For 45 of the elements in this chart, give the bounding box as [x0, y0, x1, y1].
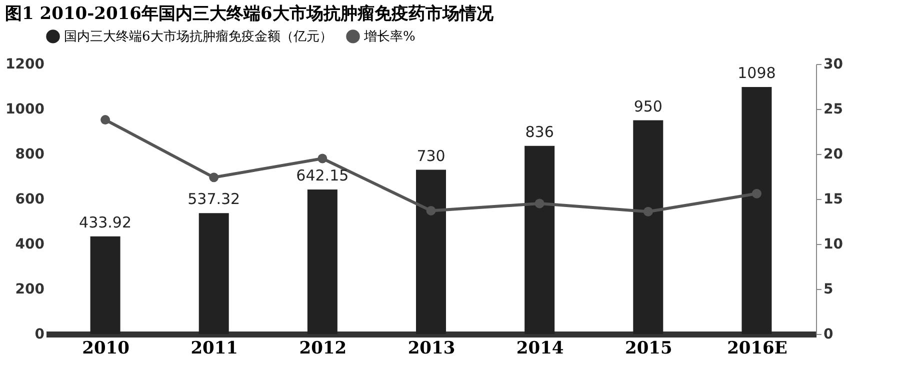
data-label: 1098	[738, 64, 776, 82]
data-label: 730	[416, 146, 446, 165]
data-label: 642.15	[296, 166, 349, 185]
bar	[633, 120, 664, 334]
point	[426, 206, 436, 216]
bar	[90, 236, 120, 334]
y-tick-label: 1000	[6, 102, 45, 118]
y-tick-label: 600	[15, 192, 45, 208]
x-tick-label: 2016E	[727, 338, 788, 358]
x-tick-label: 2014	[516, 338, 564, 358]
point	[752, 188, 762, 198]
point	[209, 172, 219, 182]
chart-title: 图1 2010-2016年国内三大终端6大市场抗肿瘤免疫药市场情况	[5, 4, 494, 24]
bar	[742, 86, 772, 334]
bar	[524, 146, 555, 334]
y2-tick-label: 15	[824, 192, 843, 208]
y2-tick-label: 5	[824, 282, 834, 298]
y-tick-label: 1200	[6, 56, 45, 72]
point	[318, 154, 328, 164]
point	[643, 206, 653, 216]
y2-tick-label: 25	[824, 102, 843, 118]
bar	[198, 213, 229, 334]
y-tick-label: 200	[15, 282, 45, 298]
x-tick-label: 2015	[624, 338, 672, 358]
y2-tick-label: 10	[824, 236, 844, 252]
y-tick-label: 0	[34, 326, 45, 342]
x-tick-label: 2012	[299, 338, 347, 358]
point	[534, 198, 544, 208]
data-label: 433.92	[79, 213, 132, 232]
x-tick-label: 2011	[190, 338, 238, 358]
data-label: 537.32	[188, 190, 240, 208]
bar	[416, 170, 446, 334]
legend-label: 国内三大终端6大市场抗肿瘤免疫金额（亿元）	[64, 28, 332, 44]
x-tick-label: 2010	[82, 338, 130, 358]
point	[100, 115, 110, 125]
data-label: 836	[525, 122, 554, 141]
y2-tick-label: 0	[824, 326, 834, 342]
y-tick-label: 400	[15, 236, 45, 252]
bar	[307, 190, 338, 334]
x-tick-label: 2013	[408, 338, 456, 358]
y2-tick-label: 30	[824, 56, 844, 72]
legend-label: 增长率%	[363, 28, 416, 44]
y2-tick-label: 20	[824, 146, 844, 162]
data-label: 950	[634, 97, 662, 116]
y-tick-label: 800	[15, 146, 45, 162]
